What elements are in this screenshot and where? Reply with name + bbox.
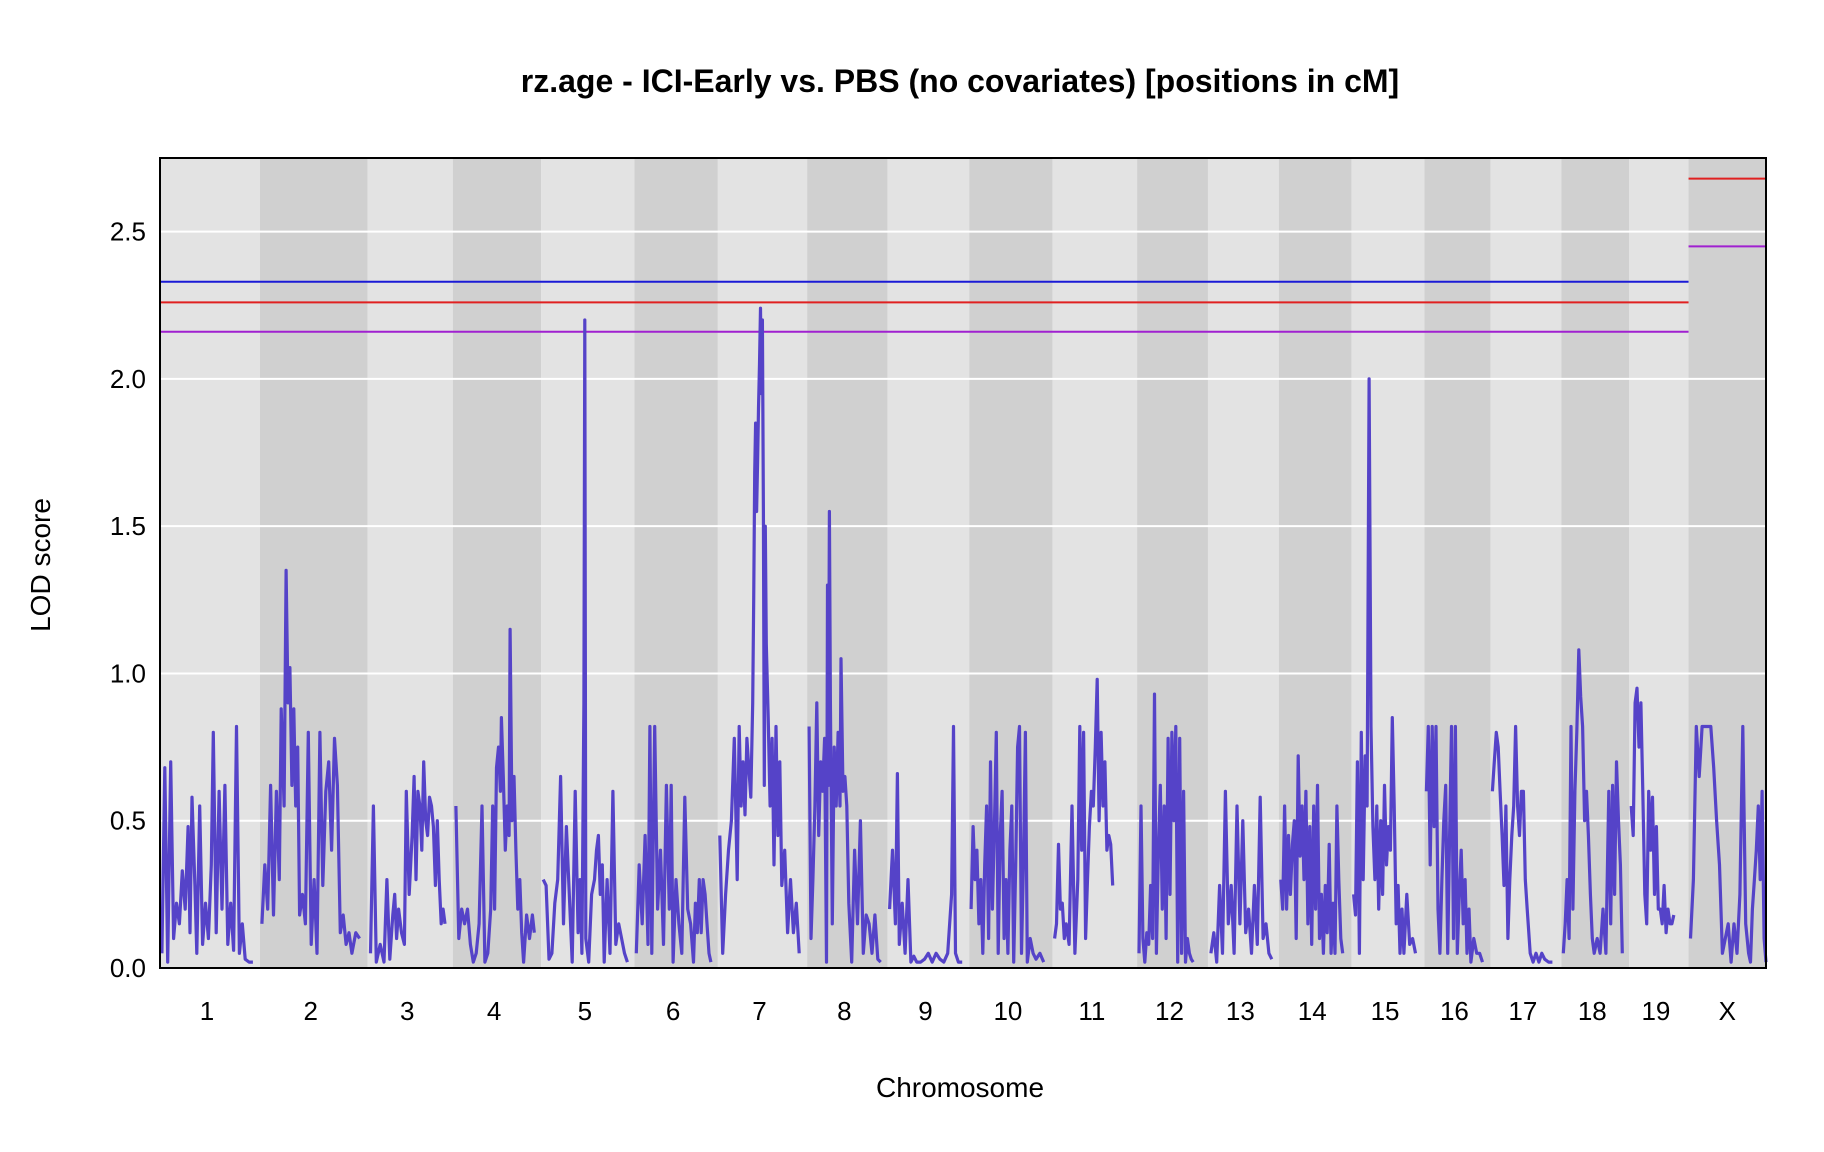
x-tick-label: 14: [1298, 996, 1327, 1026]
chromosome-band-1: [160, 158, 260, 968]
lod-line-chr-2: [260, 568, 361, 955]
x-tick-label: 19: [1641, 996, 1670, 1026]
chromosome-band-11: [1052, 158, 1138, 968]
x-tick-label: 8: [837, 996, 851, 1026]
x-tick-label: 16: [1440, 996, 1469, 1026]
y-tick-label: 0.0: [110, 953, 146, 983]
lod-line-chr-11: [1053, 677, 1115, 955]
x-tick-label: 2: [304, 996, 318, 1026]
y-tick-label: 1.5: [110, 511, 146, 541]
x-axis-ticks: 1 2 3 4 5 6 7 8 9 10 11 12 13 14 15 16 17 18 19 X: [200, 996, 1736, 1026]
chromosome-band-4: [452, 158, 542, 968]
x-tick-label: 15: [1371, 996, 1400, 1026]
y-axis-ticks: 0.0 0.5 1.0 1.5 2.0 2.5: [110, 217, 146, 983]
x-tick-label: 18: [1578, 996, 1607, 1026]
x-tick-label: 4: [487, 996, 501, 1026]
y-axis-label: LOD score: [25, 498, 56, 632]
lod-line-chr-15: [1352, 377, 1418, 955]
x-tick-label: 17: [1508, 996, 1537, 1026]
y-tick-label: 2.0: [110, 364, 146, 394]
plot-frame: [159, 157, 1767, 969]
y-tick-label: 2.5: [110, 217, 146, 247]
lod-line-chr-18: [1561, 648, 1624, 955]
lod-line-chr-4: [454, 627, 536, 964]
chromosome-band-X: [1688, 158, 1766, 968]
threshold-lines: [160, 177, 1766, 333]
lod-line-chr-7: [718, 306, 801, 955]
x-tick-label: 3: [400, 996, 414, 1026]
lod-line-chr-6: [634, 724, 713, 964]
x-tick-label: 1: [200, 996, 214, 1026]
chromosome-band-19: [1629, 158, 1689, 968]
x-tick-label: 10: [993, 996, 1022, 1026]
y-tick-label: 0.5: [110, 806, 146, 836]
lod-line-chr-10: [969, 724, 1046, 964]
chromosome-band-5: [541, 158, 635, 968]
lod-line-chr-X: [1688, 724, 1768, 964]
lod-line-chr-1: [160, 724, 253, 964]
x-tick-label: 12: [1155, 996, 1184, 1026]
chart-title: rz.age - ICI-Early vs. PBS (no covariate…: [521, 63, 1399, 99]
lod-line-chr-13: [1209, 789, 1274, 964]
lod-line-chr-19: [1629, 686, 1676, 935]
lod-line-chr-17: [1490, 724, 1553, 964]
lod-series: [160, 306, 1768, 964]
lod-line-chr-12: [1137, 692, 1195, 964]
lod-line-chr-16: [1424, 724, 1485, 964]
lod-line-chr-8: [807, 509, 882, 964]
y-tick-label: 1.0: [110, 658, 146, 688]
x-tick-label: X: [1719, 996, 1736, 1026]
x-tick-label: 5: [578, 996, 592, 1026]
lod-line-chr-5: [541, 318, 629, 964]
x-tick-label: 13: [1226, 996, 1255, 1026]
lod-line-chr-9: [888, 724, 963, 964]
lod-line-chr-3: [368, 760, 447, 964]
x-tick-label: 6: [666, 996, 680, 1026]
x-tick-label: 11: [1078, 996, 1105, 1026]
chromosome-band-9: [887, 158, 970, 968]
chromosome-band-12: [1137, 158, 1208, 968]
x-tick-label: 9: [918, 996, 932, 1026]
x-axis-label: Chromosome: [876, 1072, 1044, 1103]
x-tick-label: 7: [752, 996, 766, 1026]
lod-line-chr-14: [1279, 754, 1345, 955]
